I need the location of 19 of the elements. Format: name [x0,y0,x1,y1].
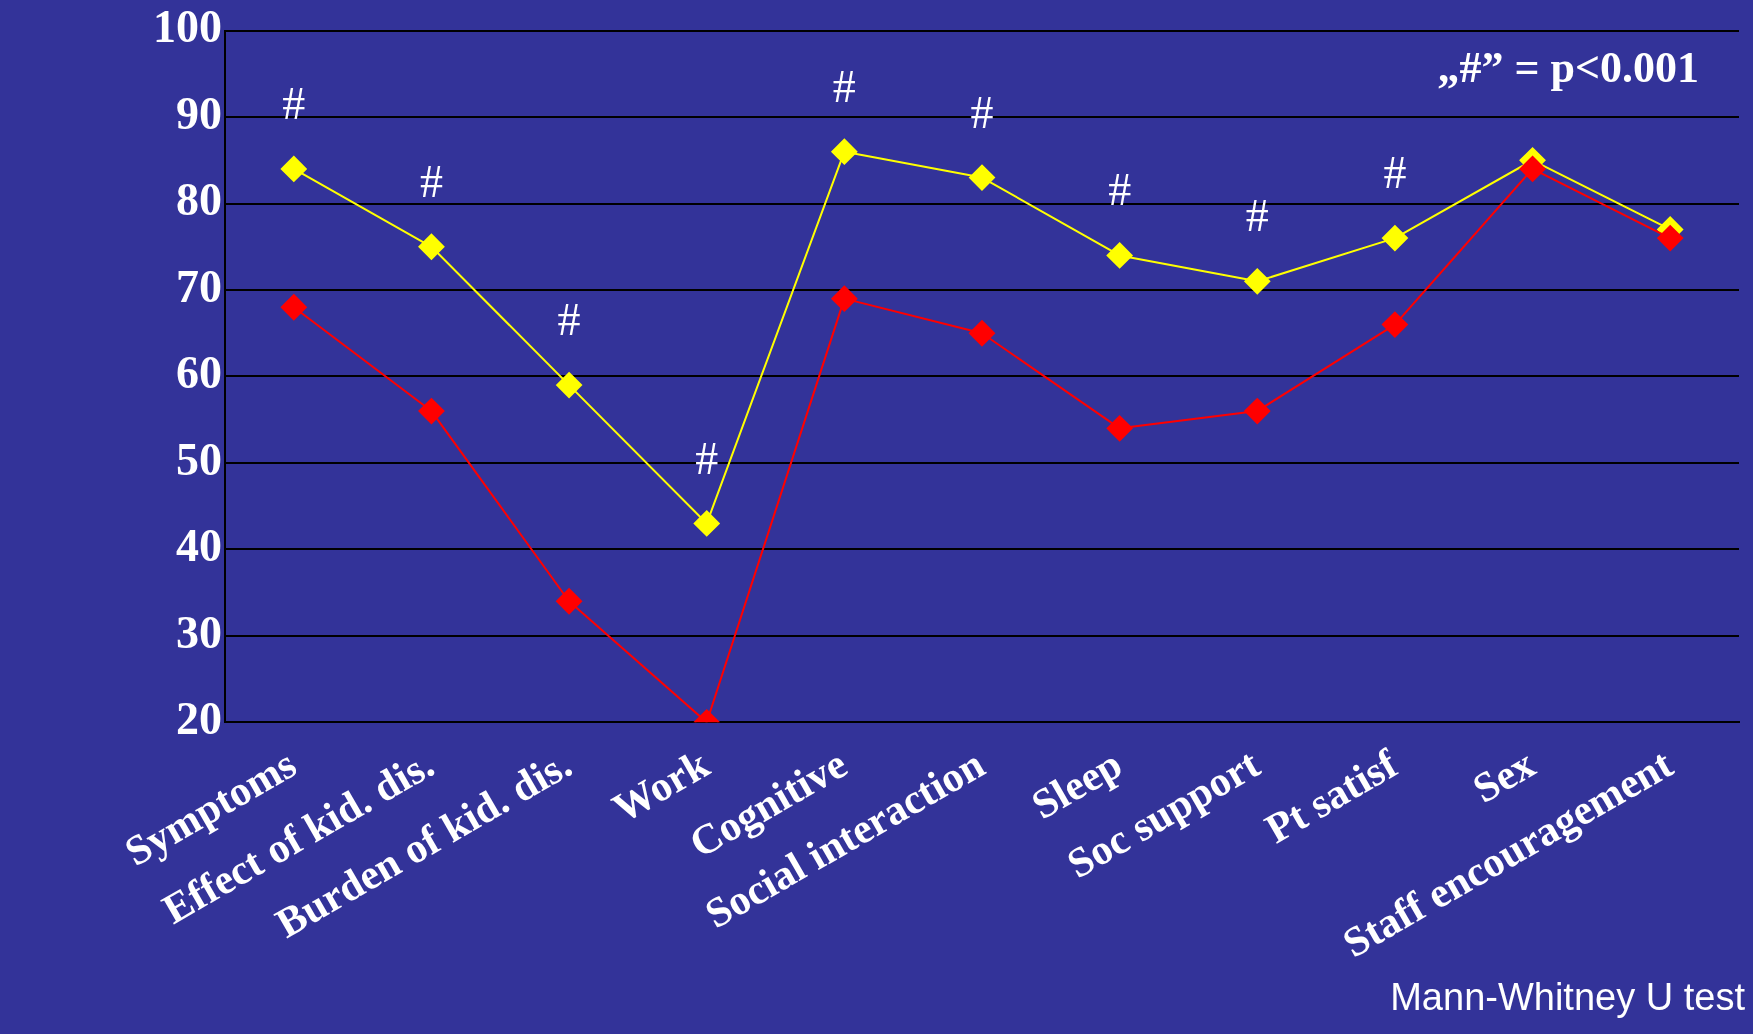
annotation: # [1108,164,1132,216]
y-tick-label: 60 [176,347,222,399]
annotation: # [1245,190,1269,242]
y-tick-label: 80 [176,174,222,226]
y-tick-label: 90 [176,87,222,139]
annotation: „#” = p<0.001 [1437,42,1699,92]
annotation: # [557,294,581,346]
y-tick-label: 100 [153,1,222,53]
y-tick-label: 30 [176,606,222,658]
y-tick-label: 50 [176,433,222,485]
annotation: # [1383,147,1407,199]
y-tick-label: 40 [176,520,222,572]
annotation: # [419,155,443,207]
annotation: # [832,60,856,112]
x-tick-label: Sleep [1023,740,1130,829]
y-tick-label: 70 [176,260,222,312]
annotation: # [282,78,306,130]
text: Mann-Whitney U test [1390,976,1746,1019]
y-tick-label: 20 [176,693,222,745]
